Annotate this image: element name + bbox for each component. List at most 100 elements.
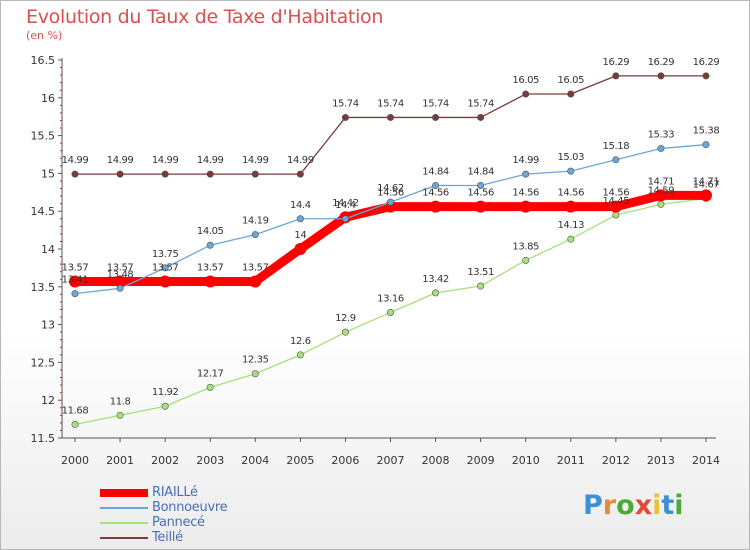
data-label: 14.56 — [603, 188, 630, 199]
data-point — [161, 402, 169, 410]
data-point — [204, 275, 217, 288]
data-point — [341, 328, 349, 336]
legend-swatch-pannece — [100, 522, 148, 524]
data-label: 16.05 — [557, 75, 584, 86]
data-point — [567, 90, 575, 98]
x-tick-label: 2013 — [647, 454, 675, 467]
logo-letter: t — [661, 490, 675, 521]
data-label: 15.33 — [648, 129, 675, 140]
data-point — [477, 113, 485, 121]
logo-letter: o — [616, 490, 635, 521]
data-point — [657, 200, 665, 208]
data-point — [432, 113, 440, 121]
x-tick-label: 2009 — [467, 454, 495, 467]
legend-swatch-riaille — [100, 489, 148, 497]
data-label: 13.41 — [62, 275, 89, 286]
data-label: 14.99 — [107, 155, 134, 166]
data-label: 15.74 — [377, 98, 404, 109]
data-point — [474, 200, 487, 213]
x-tick-label: 2005 — [286, 454, 314, 467]
x-tick-label: 2003 — [196, 454, 224, 467]
data-label: 14.84 — [422, 166, 449, 177]
data-label: 14.71 — [693, 176, 720, 187]
data-label: 15.74 — [422, 98, 449, 109]
data-label: 14.67 — [693, 179, 720, 190]
data-label: 12.17 — [197, 368, 224, 379]
logo-letter: i — [674, 490, 684, 521]
data-point — [564, 200, 577, 213]
y-tick-label: 14 — [41, 243, 55, 256]
x-tick-label: 2006 — [331, 454, 359, 467]
data-label: 14.99 — [197, 155, 224, 166]
data-point — [567, 167, 575, 175]
data-label: 13.57 — [152, 263, 179, 274]
y-tick-label: 16.5 — [31, 54, 56, 67]
data-point — [522, 90, 530, 98]
data-point — [116, 411, 124, 419]
data-label: 16.29 — [648, 57, 675, 68]
data-label: 16.05 — [512, 75, 539, 86]
x-tick-label: 2000 — [61, 454, 89, 467]
data-point — [429, 200, 442, 213]
x-tick-label: 2002 — [151, 454, 179, 467]
data-label: 14.4 — [290, 200, 311, 211]
x-tick-label: 2011 — [557, 454, 585, 467]
x-tick-label: 2008 — [422, 454, 450, 467]
data-point — [71, 420, 79, 428]
logo-letter: P — [583, 490, 603, 521]
data-label: 14.56 — [377, 188, 404, 199]
data-point — [612, 156, 620, 164]
x-tick-label: 2001 — [106, 454, 134, 467]
data-point — [386, 198, 394, 206]
data-point — [432, 181, 440, 189]
data-point — [251, 170, 259, 178]
data-point — [116, 284, 124, 292]
chart-subtitle: (en %) — [26, 29, 63, 42]
data-label: 15.38 — [693, 126, 720, 137]
data-label: 15.18 — [603, 141, 630, 152]
legend-label-bonnoeuvre: Bonnoeuvre — [152, 500, 228, 515]
data-label: 14.62 — [377, 183, 404, 194]
data-point — [161, 264, 169, 272]
data-label: 14.99 — [242, 155, 269, 166]
data-point — [702, 72, 710, 80]
data-label: 11.8 — [110, 396, 131, 407]
data-label: 14.05 — [197, 226, 224, 237]
data-point — [341, 215, 349, 223]
data-point — [206, 170, 214, 178]
legend-label-riaille: RIAILLé — [152, 485, 198, 500]
y-tick-label: 15.5 — [31, 130, 56, 143]
data-point — [296, 351, 304, 359]
data-point — [386, 113, 394, 121]
data-label: 13.57 — [242, 263, 269, 274]
logo-letter: i — [652, 490, 662, 521]
x-tick-label: 2010 — [512, 454, 540, 467]
y-tick-label: 16 — [41, 92, 55, 105]
data-point — [159, 275, 172, 288]
data-point — [114, 275, 127, 288]
proxiti-logo: Proxiti — [583, 490, 684, 521]
y-tick-label: 12 — [41, 394, 55, 407]
data-label: 15.74 — [467, 98, 494, 109]
data-label: 14.13 — [557, 220, 584, 231]
data-point — [386, 309, 394, 317]
data-label: 14.71 — [648, 176, 675, 187]
data-point — [612, 211, 620, 219]
y-tick-label: 13.5 — [31, 281, 56, 294]
data-point — [657, 72, 665, 80]
data-label: 14.56 — [512, 188, 539, 199]
data-label: 13.57 — [62, 263, 89, 274]
data-point — [609, 200, 622, 213]
data-label: 13.51 — [467, 267, 494, 278]
data-point — [71, 170, 79, 178]
data-label: 15.74 — [332, 98, 359, 109]
data-label: 14.42 — [332, 198, 359, 209]
data-point — [522, 170, 530, 178]
data-label: 12.9 — [335, 313, 356, 324]
legend-swatch-teille — [100, 537, 148, 539]
data-label: 14.99 — [512, 155, 539, 166]
y-tick-label: 13 — [41, 319, 55, 332]
data-point — [296, 170, 304, 178]
